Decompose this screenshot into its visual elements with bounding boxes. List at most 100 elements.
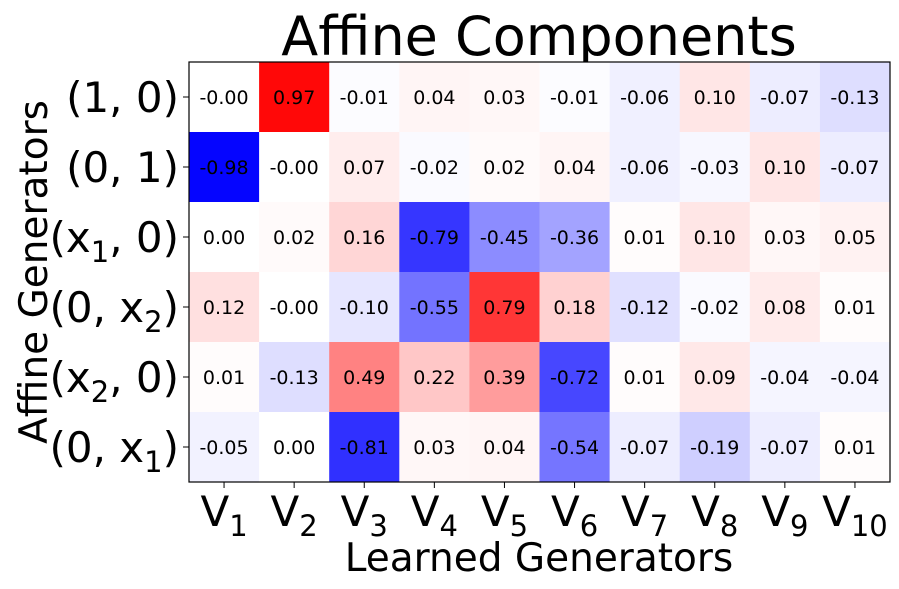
cell-value-label: 0.01 bbox=[623, 367, 665, 389]
heatmap-cell bbox=[539, 132, 611, 203]
heatmap-cell bbox=[819, 62, 891, 133]
heatmap-cell bbox=[819, 412, 891, 483]
y-tick-label: (0, x2) bbox=[49, 283, 179, 339]
heatmap-cell bbox=[329, 342, 400, 413]
cell-value-label: 0.02 bbox=[483, 157, 525, 179]
cell-value-label: -0.00 bbox=[270, 157, 319, 179]
heatmap-cell bbox=[819, 342, 891, 413]
y-axis-ticks: (1, 0) (0, 1) (x1, 0) (0, x2) (x2, 0) (0, x1) bbox=[49, 73, 189, 479]
cell-value-label: 0.10 bbox=[694, 87, 736, 109]
heatmap-cell bbox=[609, 202, 681, 273]
cell-value-label: -0.06 bbox=[620, 157, 669, 179]
cell-value-label: 0.10 bbox=[694, 227, 736, 249]
heatmap-cell bbox=[259, 132, 330, 203]
heatmap-cell bbox=[399, 202, 470, 273]
heatmap-cell bbox=[749, 202, 821, 273]
cell-value-label: -0.04 bbox=[830, 367, 879, 389]
cell-value-label: -0.54 bbox=[550, 437, 599, 459]
heatmap-cell bbox=[609, 132, 681, 203]
x-axis-label: Learned Generators bbox=[345, 536, 734, 581]
heatmap-cell bbox=[609, 62, 681, 133]
cell-value-label: -0.07 bbox=[830, 157, 879, 179]
cell-value-label: -0.02 bbox=[690, 297, 739, 319]
heatmap-cell bbox=[819, 272, 891, 343]
heatmap-cell bbox=[189, 412, 260, 483]
cell-value-label: 0.10 bbox=[764, 157, 806, 179]
heatmap-cell bbox=[609, 342, 681, 413]
cell-value-label: -0.98 bbox=[199, 157, 248, 179]
cell-value-label: -0.07 bbox=[760, 87, 809, 109]
x-tick-label: V7 bbox=[621, 487, 668, 543]
x-tick-label: V10 bbox=[822, 487, 888, 543]
cell-value-label: -0.45 bbox=[480, 227, 529, 249]
heatmap-cell bbox=[679, 272, 751, 343]
cell-value-label: -0.03 bbox=[690, 157, 739, 179]
y-tick-label: (0, x1) bbox=[49, 423, 179, 479]
cell-value-label: 0.01 bbox=[203, 367, 245, 389]
cell-value-label: -0.36 bbox=[550, 227, 599, 249]
y-tick-label: (x2, 0) bbox=[49, 353, 179, 409]
heatmap-cell bbox=[679, 202, 751, 273]
cell-value-label: -0.12 bbox=[620, 297, 669, 319]
heatmap-cell bbox=[189, 132, 260, 203]
cell-value-label: -0.79 bbox=[410, 227, 459, 249]
cell-value-label: 0.04 bbox=[483, 437, 525, 459]
cell-value-label: -0.00 bbox=[270, 297, 319, 319]
cell-value-label: 0.01 bbox=[834, 297, 876, 319]
cell-value-label: -0.13 bbox=[270, 367, 319, 389]
cell-value-label: 0.01 bbox=[834, 437, 876, 459]
heatmap-cell bbox=[469, 412, 540, 483]
cell-value-labels: -0.00 0.97 -0.01 0.04 0.03 -0.01 -0.06 0.10 -0.0… bbox=[199, 87, 879, 459]
heatmap-cell bbox=[329, 132, 400, 203]
heatmap-cell bbox=[189, 272, 260, 343]
cell-value-label: -0.02 bbox=[410, 157, 459, 179]
heatmap-cell bbox=[749, 342, 821, 413]
cell-value-label: -0.19 bbox=[690, 437, 739, 459]
heatmap-cell bbox=[749, 132, 821, 203]
cell-value-label: 0.22 bbox=[413, 367, 455, 389]
heatmap-cell bbox=[329, 272, 400, 343]
x-tick-label: V6 bbox=[551, 487, 598, 543]
heatmap-cell bbox=[749, 272, 821, 343]
cell-value-label: -0.81 bbox=[340, 437, 389, 459]
y-tick-label: (1, 0) bbox=[66, 73, 179, 122]
heatmap-cell bbox=[399, 272, 470, 343]
plot-frame bbox=[188, 61, 891, 483]
cell-value-label: 0.12 bbox=[203, 297, 245, 319]
cell-value-label: 0.04 bbox=[553, 157, 595, 179]
y-tick-label: (0, 1) bbox=[66, 143, 179, 192]
heatmap-cell bbox=[679, 132, 751, 203]
cell-value-label: -0.10 bbox=[340, 297, 389, 319]
heatmap-cell bbox=[189, 202, 260, 273]
x-tick-label: V5 bbox=[481, 487, 528, 543]
heatmap-cell bbox=[679, 342, 751, 413]
x-axis-ticks: V1 V2 V3 V4 V5 V6 V7 V8 V9 V10 bbox=[200, 482, 888, 543]
heatmap-cells bbox=[189, 62, 891, 483]
heatmap-cell bbox=[329, 412, 400, 483]
cell-value-label: -0.72 bbox=[550, 367, 599, 389]
heatmap-cell bbox=[259, 62, 330, 133]
heatmap-cell bbox=[469, 342, 540, 413]
heatmap-cell bbox=[399, 342, 470, 413]
cell-value-label: 0.97 bbox=[273, 87, 315, 109]
heatmap-cell bbox=[819, 202, 891, 273]
cell-value-label: 0.01 bbox=[623, 227, 665, 249]
heatmap-cell bbox=[329, 202, 400, 273]
cell-value-label: -0.06 bbox=[620, 87, 669, 109]
cell-value-label: 0.18 bbox=[553, 297, 595, 319]
cell-value-label: 0.03 bbox=[413, 437, 455, 459]
cell-value-label: 0.03 bbox=[483, 87, 525, 109]
cell-value-label: 0.39 bbox=[483, 367, 525, 389]
heatmap-cell bbox=[469, 202, 540, 273]
heatmap-cell bbox=[609, 412, 681, 483]
heatmap-cell bbox=[189, 62, 260, 133]
heatmap-cell bbox=[679, 62, 751, 133]
heatmap-cell bbox=[539, 412, 611, 483]
heatmap-cell bbox=[399, 412, 470, 483]
heatmap-cell bbox=[399, 132, 470, 203]
x-tick-label: V3 bbox=[341, 487, 388, 543]
heatmap-cell bbox=[749, 412, 821, 483]
cell-value-label: 0.07 bbox=[343, 157, 385, 179]
heatmap-cell bbox=[539, 272, 611, 343]
